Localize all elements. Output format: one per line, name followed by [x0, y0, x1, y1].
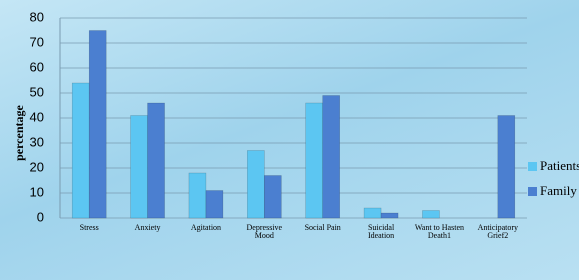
y-tick-label: 80 [30, 9, 44, 24]
x-tick-label: Anxiety [121, 224, 175, 232]
y-tick-label: 50 [30, 84, 44, 99]
bar [381, 213, 398, 218]
y-tick-label: 60 [30, 59, 44, 74]
bar [72, 83, 89, 218]
bar [323, 96, 340, 219]
bar [247, 151, 264, 219]
y-tick-label: 20 [30, 159, 44, 174]
y-tick-label: 30 [30, 134, 44, 149]
bar [364, 208, 381, 218]
bar [306, 103, 323, 218]
x-tick-label: Agitation [179, 224, 233, 232]
legend-swatch [528, 162, 537, 171]
x-tick-label: Want to Hasten Death1 [412, 224, 466, 240]
legend-label: Family [540, 183, 577, 198]
legend-swatch [528, 187, 537, 196]
bar [148, 103, 165, 218]
bar [189, 173, 206, 218]
x-tick-label: Depressive Mood [237, 224, 291, 240]
bar [131, 116, 148, 219]
bar [422, 211, 439, 219]
x-tick-label: Social Pain [296, 224, 350, 232]
y-tick-label: 0 [37, 209, 44, 224]
x-tick-label: Suicidal Ideation [354, 224, 408, 240]
y-tick-label: 10 [30, 184, 44, 199]
y-axis-label: percentage [12, 104, 26, 160]
y-tick-label: 40 [30, 109, 44, 124]
x-tick-label: Anticipatory Grief2 [471, 224, 525, 240]
bar [89, 31, 106, 219]
bar [206, 191, 223, 219]
bar [264, 176, 281, 219]
bar [498, 116, 515, 219]
legend-label: Patients [540, 158, 579, 173]
x-tick-label: Stress [62, 224, 116, 232]
chart: percentage 0 10 20 30 40 50 60 70 80 Patients Fami… [0, 0, 579, 280]
y-tick-label: 70 [30, 34, 44, 49]
